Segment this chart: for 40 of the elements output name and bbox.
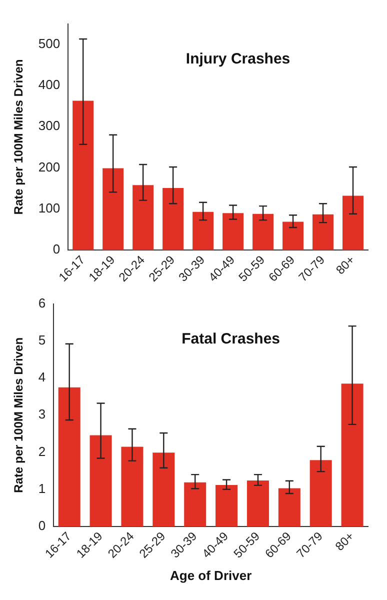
y-tick-label: 200: [38, 159, 60, 174]
bar: [184, 482, 206, 527]
bar: [342, 196, 364, 250]
y-tick-label: 300: [38, 118, 60, 134]
y-tick-label: 1: [38, 480, 46, 496]
y-tick-label: 400: [38, 77, 60, 92]
y-axis-title: Rate per 100M Miles Driven: [12, 337, 26, 493]
bar: [192, 212, 214, 250]
bar: [252, 214, 274, 250]
text: Fatal Crashes: [182, 330, 280, 348]
y-tick-label: 5: [38, 332, 46, 348]
y-tick-label: 0: [38, 518, 46, 534]
y-tick-label: 0: [52, 242, 60, 257]
bar: [310, 460, 332, 527]
bar: [278, 488, 300, 527]
bar: [312, 214, 334, 250]
x-tick-label: 80+: [333, 252, 358, 278]
y-tick-label: 2: [38, 444, 46, 459]
bar: [132, 185, 154, 250]
bar: [341, 384, 364, 527]
bar: [58, 387, 80, 527]
bar: [246, 480, 269, 527]
bar: [282, 222, 304, 250]
text: Injury Crashes: [186, 50, 290, 68]
y-tick-label: 500: [38, 36, 60, 51]
x-axis-title: Age of Driver: [170, 568, 252, 583]
bar: [152, 452, 175, 527]
x-tick-label: 80+: [332, 529, 357, 554]
bar: [216, 484, 238, 527]
bar: [162, 188, 184, 250]
y-tick-label: 6: [38, 295, 46, 310]
y-tick-label: 3: [38, 406, 46, 422]
y-tick-label: 4: [38, 370, 46, 385]
y-axis-title: Rate per 100M Miles Driven: [12, 59, 26, 215]
bar: [121, 446, 144, 527]
bar: [90, 435, 112, 527]
y-tick-label: 100: [38, 200, 60, 216]
bar: [222, 213, 244, 250]
bar: [72, 100, 94, 250]
bar: [102, 168, 124, 250]
